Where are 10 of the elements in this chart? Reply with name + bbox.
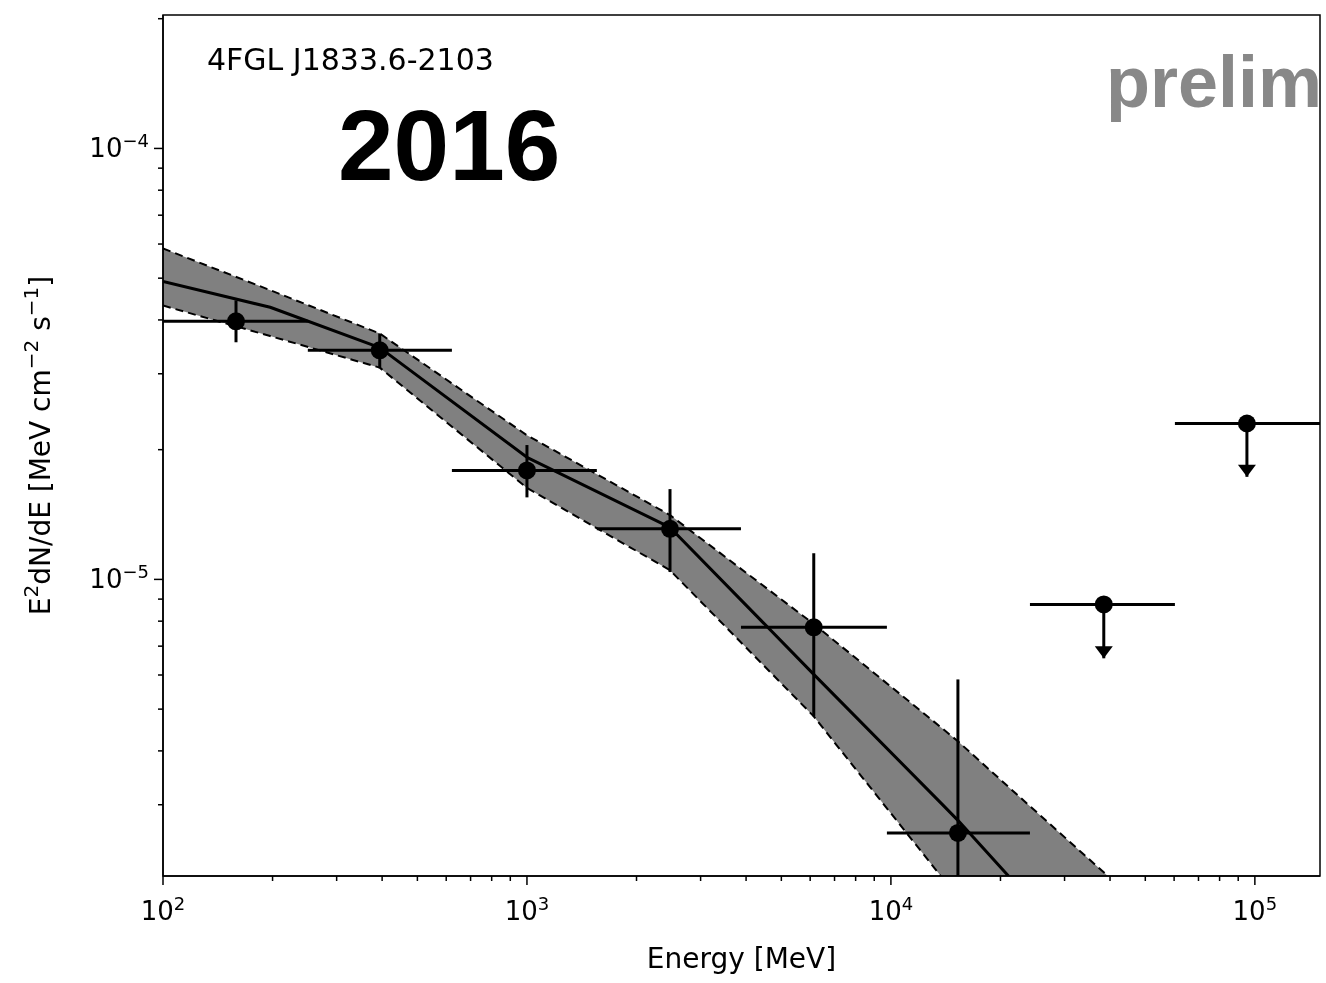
x-tick-label: 10$^{5}$ [1232,892,1278,926]
x-tick-label: 10$^{4}$ [868,892,914,926]
x-tick-label: 10$^{2}$ [140,892,186,926]
annotation: prelim [1105,42,1322,122]
annotation: 2016 [338,89,561,201]
y-tick-label: 10$^{−4}$ [89,129,149,164]
x-tick-label: 10$^{3}$ [504,892,550,926]
x-axis-title: Energy [MeV] [646,942,837,975]
annotation: 4FGL J1833.6-2103 [207,42,494,77]
y-tick-label: 10$^{−5}$ [89,560,149,595]
